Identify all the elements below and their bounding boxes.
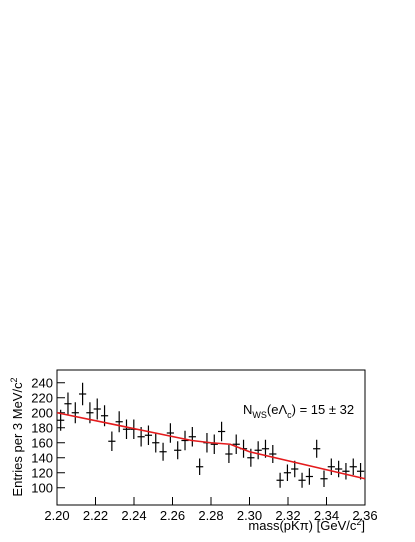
x-tick-label: 2.32 [275,508,300,523]
y-tick-label: 200 [31,405,53,420]
annotation-part: (eΛ [267,402,288,417]
x-tick-label: 2.36 [352,508,377,523]
plot-frame [56,369,366,506]
x-tick-label: 2.28 [198,508,223,523]
x-axis-label: mass(pKπ) [GeV/c2] [248,517,365,533]
annotation-sub: c [287,410,292,420]
y-tick-label: 140 [31,450,53,465]
annotation-part: N [243,402,252,417]
y-label-main: Entries per 3 MeV/c [10,382,25,497]
y-tick-label: 120 [31,465,53,480]
y-tick-label: 220 [31,390,53,405]
y-tick-label: 100 [31,480,53,495]
x-tick-label: 2.34 [314,508,339,523]
x-tick-label: 2.30 [237,508,262,523]
annotation: NWS(eΛc) = 15 ± 32 [243,402,354,420]
y-tick-label: 180 [31,420,53,435]
x-tick-label: 2.20 [44,508,69,523]
x-tick-label: 2.22 [83,508,108,523]
y-label-sup: 2 [9,377,19,382]
y-tick-label: 240 [31,375,53,390]
x-tick-label: 2.26 [160,508,185,523]
annotation-sub: WS [252,410,267,420]
x-tick-label: 2.24 [121,508,146,523]
x-label-end: ] [361,518,365,533]
x-label-main: mass(pKπ) [GeV/c [248,518,356,533]
y-tick-label: 160 [31,435,53,450]
x-label-sup: 2 [356,517,361,527]
annotation-part: ) = 15 ± 32 [292,402,354,417]
y-axis-label: Entries per 3 MeV/c2 [9,377,25,496]
fit-line [56,411,366,480]
